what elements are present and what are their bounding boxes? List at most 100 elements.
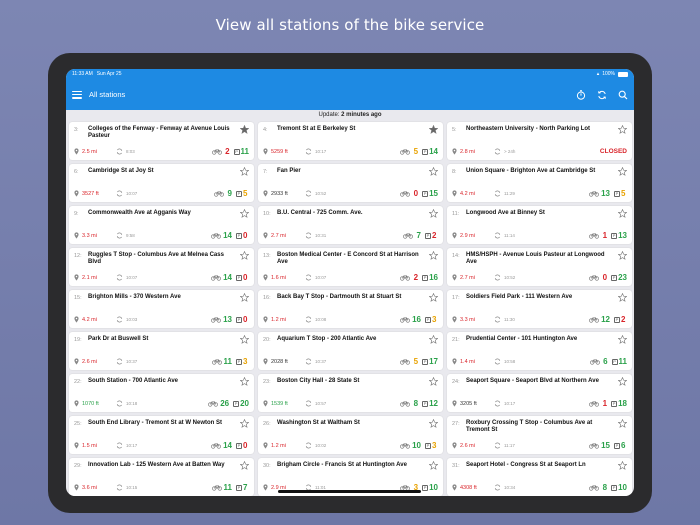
station-card[interactable]: 6: Cambridge St at Joy St 3527 ft 10:07 … — [69, 164, 254, 202]
star-icon[interactable] — [240, 377, 249, 386]
station-card[interactable]: 11: Longwood Ave at Binney St 2.9 mi 11:… — [447, 206, 632, 244]
star-icon[interactable] — [429, 377, 438, 386]
status-date: Sun Apr 25 — [96, 71, 122, 77]
star-icon[interactable] — [240, 461, 249, 470]
star-icon[interactable] — [618, 125, 627, 134]
parking-dock-icon: P — [611, 358, 618, 365]
station-card[interactable]: 25: South End Library - Tremont St at W … — [69, 416, 254, 454]
star-icon[interactable] — [429, 209, 438, 218]
parking-dock-icon: P — [233, 148, 240, 155]
parking-dock-icon: P — [236, 232, 242, 239]
location-pin-icon — [74, 274, 79, 281]
station-grid: 3: Colleges of the Fenway - Fenway at Av… — [66, 120, 634, 496]
star-icon[interactable] — [618, 377, 627, 386]
bikes-available: 14 — [223, 273, 232, 282]
star-icon[interactable] — [618, 167, 627, 176]
last-update-time: 10:17 — [126, 443, 138, 448]
docks-available: 0 — [243, 273, 248, 282]
availability: 1 P 13 — [589, 231, 627, 240]
bikes-available: 5 — [413, 147, 419, 156]
star-icon[interactable] — [618, 335, 627, 344]
sync-icon — [305, 316, 312, 323]
star-icon[interactable] — [618, 419, 627, 428]
star-icon[interactable] — [429, 125, 438, 134]
station-card[interactable]: 17: Soldiers Field Park - 111 Western Av… — [447, 290, 632, 328]
station-card[interactable]: 15: Brighton Mills - 370 Western Ave 4.2… — [69, 290, 254, 328]
parking-dock-icon: P — [422, 484, 429, 491]
station-card[interactable]: 14: HMS/HSPH - Avenue Louis Pasteur at L… — [447, 248, 632, 286]
station-card[interactable]: 4: Tremont St at E Berkeley St 5259 ft 1… — [258, 122, 443, 160]
star-icon[interactable] — [240, 125, 249, 134]
availability: 0 P 23 — [589, 273, 627, 282]
star-icon[interactable] — [240, 293, 249, 302]
station-name: Seaport Hotel - Congress St at Seaport L… — [466, 462, 586, 468]
bicycle-icon — [211, 233, 222, 239]
home-indicator[interactable] — [278, 490, 421, 493]
station-card[interactable]: 26: Washington St at Waltham St 1.2 mi 1… — [258, 416, 443, 454]
bikes-available: 2 — [225, 147, 230, 156]
station-card[interactable]: 12: Ruggles T Stop - Columbus Ave at Mel… — [69, 248, 254, 286]
station-card[interactable]: 5: Northeastern University - North Parki… — [447, 122, 632, 160]
station-card[interactable]: 22: South Station - 700 Atlantic Ave 107… — [69, 374, 254, 412]
star-icon[interactable] — [240, 167, 249, 176]
location-pin-icon — [452, 274, 457, 281]
star-icon[interactable] — [618, 209, 627, 218]
station-card[interactable]: 27: Roxbury Crossing T Stop - Columbus A… — [447, 416, 632, 454]
docks-available: 10 — [618, 483, 627, 492]
station-number: 20: — [263, 337, 271, 343]
star-icon[interactable] — [429, 293, 438, 302]
availability: 14 P 0 — [211, 231, 249, 240]
availability: 5 P 14 — [400, 147, 438, 156]
station-card[interactable]: 23: Boston City Hall - 28 State St 1539 … — [258, 374, 443, 412]
update-bar: Update: 2 minutes ago — [66, 110, 634, 120]
bikes-available: 6 — [603, 357, 608, 366]
availability: 11 P 3 — [211, 357, 249, 366]
sync-icon — [305, 148, 312, 155]
bicycle-icon — [211, 275, 222, 281]
star-icon[interactable] — [240, 209, 249, 218]
station-card[interactable]: 7: Fan Pier 2933 ft 10:52 0 P 15 — [258, 164, 443, 202]
refresh-icon[interactable] — [597, 90, 607, 100]
station-card[interactable]: 21: Prudential Center - 101 Huntington A… — [447, 332, 632, 370]
station-card[interactable]: 29: Innovation Lab - 125 Western Ave at … — [69, 458, 254, 496]
star-icon[interactable] — [240, 335, 249, 344]
search-icon[interactable] — [618, 90, 628, 100]
availability: 5 P 17 — [400, 357, 438, 366]
star-icon[interactable] — [240, 251, 249, 260]
bikes-available: 5 — [413, 357, 419, 366]
location-pin-icon — [452, 400, 457, 407]
station-card[interactable]: 13: Boston Medical Center - E Concord St… — [258, 248, 443, 286]
docks-available: 23 — [618, 273, 627, 282]
availability: 14 P 0 — [211, 441, 249, 450]
timer-icon[interactable] — [576, 89, 586, 100]
star-icon[interactable] — [429, 251, 438, 260]
availability: 15 P 6 — [589, 441, 627, 450]
star-icon[interactable] — [429, 419, 438, 428]
star-icon[interactable] — [429, 167, 438, 176]
last-update-time: 10:07 — [126, 191, 138, 196]
star-icon[interactable] — [240, 419, 249, 428]
station-card[interactable]: 24: Seaport Square - Seaport Blvd at Nor… — [447, 374, 632, 412]
menu-icon[interactable] — [72, 90, 82, 99]
station-number: 15: — [74, 295, 82, 301]
star-icon[interactable] — [429, 335, 438, 344]
station-name: Soldiers Field Park - 111 Western Ave — [466, 294, 573, 300]
station-card[interactable]: 3: Colleges of the Fenway - Fenway at Av… — [69, 122, 254, 160]
star-icon[interactable] — [618, 293, 627, 302]
star-icon[interactable] — [618, 251, 627, 260]
star-icon[interactable] — [429, 461, 438, 470]
station-card[interactable]: 8: Union Square - Brighton Ave at Cambri… — [447, 164, 632, 202]
station-card[interactable]: 9: Commonwealth Ave at Agganis Way 3.3 m… — [69, 206, 254, 244]
location-pin-icon — [452, 358, 457, 365]
station-card[interactable]: 19: Park Dr at Buswell St 2.6 mi 10:37 1… — [69, 332, 254, 370]
parking-dock-icon: P — [422, 358, 429, 365]
station-number: 22: — [74, 379, 82, 385]
station-card[interactable]: 10: B.U. Central - 725 Comm. Ave. 2.7 mi… — [258, 206, 443, 244]
station-card[interactable]: 31: Seaport Hotel - Congress St at Seapo… — [447, 458, 632, 496]
availability: 0 P 15 — [400, 189, 438, 198]
station-card[interactable]: 16: Back Bay T Stop - Dartmouth St at St… — [258, 290, 443, 328]
star-icon[interactable] — [618, 461, 627, 470]
station-card[interactable]: 30: Brigham Circle - Francis St at Hunti… — [258, 458, 443, 496]
station-card[interactable]: 20: Aquarium T Stop - 200 Atlantic Ave 2… — [258, 332, 443, 370]
station-name: Seaport Square - Seaport Blvd at Norther… — [466, 378, 599, 384]
